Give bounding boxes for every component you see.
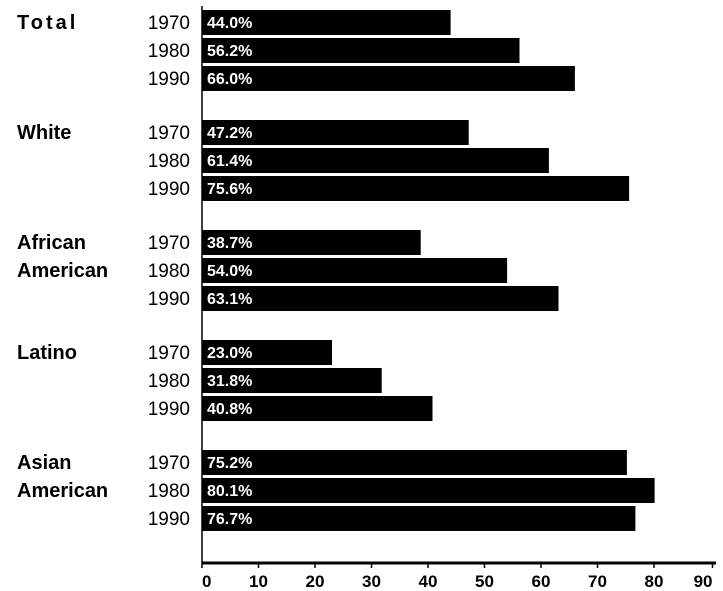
bar <box>202 450 627 475</box>
bar-value-label: 54.0% <box>207 263 252 280</box>
bar <box>202 478 655 503</box>
year-label: 1970 <box>148 453 190 474</box>
axes <box>201 6 716 568</box>
bar <box>202 286 559 311</box>
bar-value-label: 23.0% <box>207 345 252 362</box>
x-tick-label: 70 <box>588 572 607 591</box>
x-tick-label: 90 <box>694 572 713 591</box>
bar <box>202 230 421 255</box>
x-tick-label: 0 <box>202 572 211 591</box>
x-tick-label: 10 <box>249 572 268 591</box>
bar-labels: 44.0% 56.2% 66.0% 47.2% 61.4% 75.6% 38.7% 54.0%… <box>207 15 252 528</box>
group-labels: Total White African American Latino Asian Amer… <box>17 12 108 502</box>
bar <box>202 10 451 35</box>
bar-value-label: 56.2% <box>207 43 252 60</box>
group-label: Total <box>17 12 78 34</box>
year-label: 1980 <box>148 481 190 502</box>
bar-value-label: 63.1% <box>207 291 252 308</box>
year-label: 1980 <box>148 151 190 172</box>
bar-value-label: 31.8% <box>207 373 252 390</box>
year-label: 1970 <box>148 343 190 364</box>
bar <box>202 258 508 283</box>
year-label: 1980 <box>148 261 190 282</box>
group-label: African <box>17 232 86 254</box>
bar-value-label: 75.2% <box>207 455 252 472</box>
bar-value-label: 75.6% <box>207 181 252 198</box>
bar-value-label: 61.4% <box>207 153 252 170</box>
bar <box>202 368 382 393</box>
bar-value-label: 66.0% <box>207 71 252 88</box>
bar <box>202 66 575 91</box>
x-tick-labels: 0 10 20 30 40 50 60 70 80 90 <box>202 572 713 591</box>
bar-value-label: 40.8% <box>207 401 252 418</box>
bars <box>202 10 655 531</box>
x-tick-label: 50 <box>475 572 494 591</box>
x-tick-label: 20 <box>306 572 325 591</box>
x-tick-label: 60 <box>532 572 551 591</box>
bar <box>202 396 433 421</box>
bar <box>202 340 332 365</box>
bar <box>202 148 549 173</box>
year-label: 1980 <box>148 41 190 62</box>
year-label: 1970 <box>148 13 190 34</box>
year-label: 1980 <box>148 371 190 392</box>
group-label: American <box>17 260 108 282</box>
year-label: 1990 <box>148 289 190 310</box>
bar <box>202 176 630 201</box>
bar-value-label: 38.7% <box>207 235 252 252</box>
group-label: White <box>17 122 71 144</box>
group-label: Latino <box>17 342 77 364</box>
group-label: Asian <box>17 452 71 474</box>
bar-value-label: 47.2% <box>207 125 252 142</box>
year-label: 1970 <box>148 123 190 144</box>
bar <box>202 120 469 145</box>
x-tick-label: 30 <box>362 572 381 591</box>
year-label: 1990 <box>148 69 190 90</box>
year-label: 1970 <box>148 233 190 254</box>
year-labels: 1970 1980 1990 1970 1980 1990 1970 1980 1990 1970… <box>148 13 190 530</box>
bar <box>202 506 636 531</box>
x-tick-label: 40 <box>419 572 438 591</box>
group-label: American <box>17 480 108 502</box>
bar-value-label: 44.0% <box>207 15 252 32</box>
bar <box>202 38 520 63</box>
year-label: 1990 <box>148 179 190 200</box>
x-tick-label: 80 <box>645 572 664 591</box>
year-label: 1990 <box>148 509 190 530</box>
bar-value-label: 80.1% <box>207 483 252 500</box>
year-label: 1990 <box>148 399 190 420</box>
bar-value-label: 76.7% <box>207 511 252 528</box>
